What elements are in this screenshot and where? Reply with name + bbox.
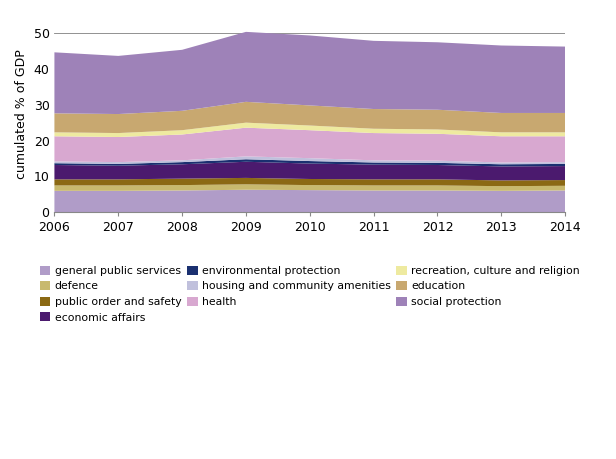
Y-axis label: cumulated % of GDP: cumulated % of GDP xyxy=(15,49,28,179)
Legend: general public services, defence, public order and safety, economic affairs, env: general public services, defence, public… xyxy=(35,261,585,327)
